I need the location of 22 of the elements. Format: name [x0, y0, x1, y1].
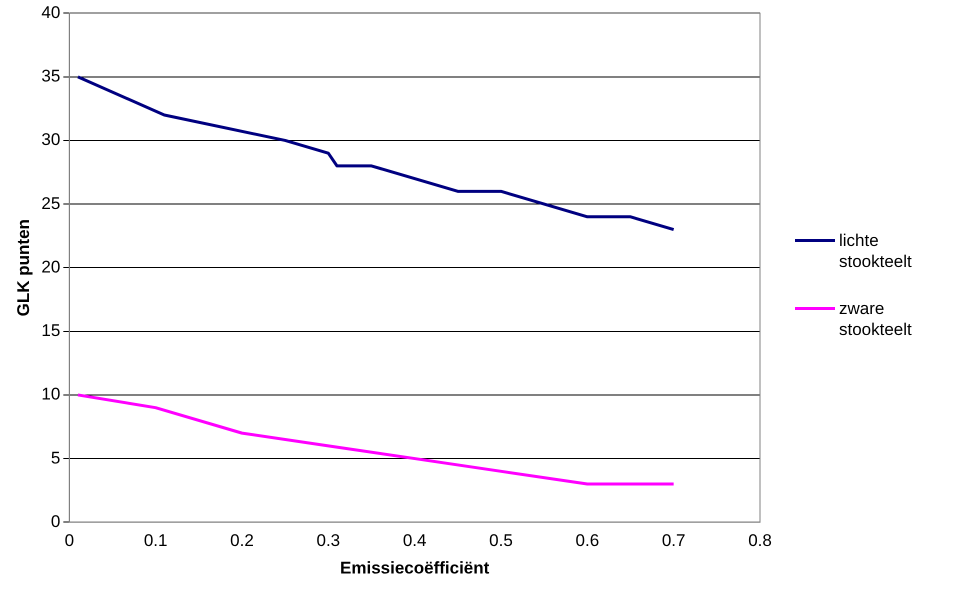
x-tick-label: 0.5 — [489, 531, 513, 550]
y-tick-label: 25 — [41, 194, 60, 213]
y-tick-label: 5 — [50, 448, 60, 468]
x-axis-title: Emissiecoëfficiënt — [340, 558, 490, 578]
y-tick-label: 0 — [50, 512, 60, 531]
x-tick-label: 0.8 — [748, 531, 772, 550]
y-tick-label: 30 — [41, 130, 60, 150]
x-tick-label: 0.7 — [662, 531, 686, 550]
legend-label: lichte stookteelt — [839, 230, 913, 272]
x-tick-label: 0.4 — [402, 531, 426, 550]
y-tick-label: 40 — [41, 2, 60, 22]
x-tick-label: 0.6 — [576, 531, 600, 550]
y-tick-label: 35 — [41, 66, 60, 86]
y-tick-label: 15 — [41, 321, 60, 340]
y-tick-label: 10 — [41, 384, 60, 404]
x-tick-label: 0.1 — [144, 531, 168, 550]
y-axis-title: GLK punten — [14, 219, 33, 316]
x-tick-label: 0 — [64, 531, 74, 550]
legend-label: zware stookteelt — [839, 298, 913, 340]
y-tick-label: 20 — [41, 257, 60, 276]
x-tick-label: 0.3 — [316, 531, 340, 550]
x-tick-label: 0.2 — [230, 531, 254, 550]
